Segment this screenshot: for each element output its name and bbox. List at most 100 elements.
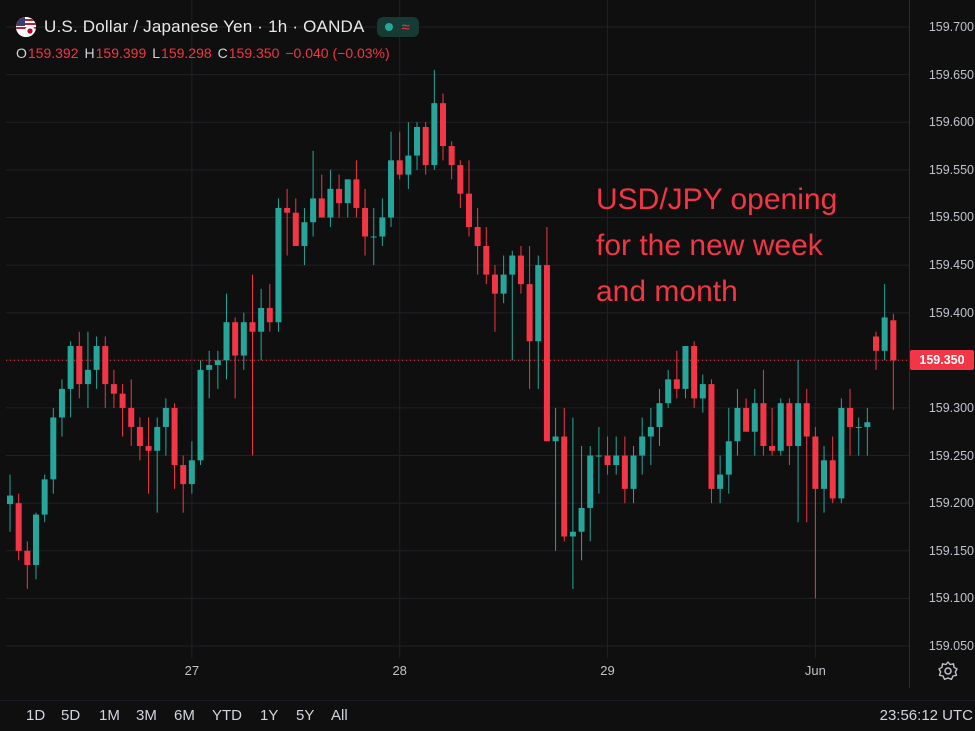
candle[interactable] bbox=[310, 150, 317, 237]
candle[interactable] bbox=[656, 388, 663, 447]
candle[interactable] bbox=[829, 436, 836, 504]
candle[interactable] bbox=[751, 388, 758, 456]
candle[interactable] bbox=[405, 122, 412, 189]
candle[interactable] bbox=[188, 441, 195, 494]
candle[interactable] bbox=[119, 384, 126, 437]
range-button-1y[interactable]: 1Y bbox=[260, 707, 279, 724]
gear-icon[interactable] bbox=[937, 660, 959, 682]
candle[interactable] bbox=[491, 265, 498, 332]
candle[interactable] bbox=[786, 398, 793, 466]
candle[interactable] bbox=[743, 398, 750, 432]
candle[interactable] bbox=[24, 541, 31, 589]
candle[interactable] bbox=[110, 369, 117, 408]
candle[interactable] bbox=[457, 160, 464, 208]
candle[interactable] bbox=[344, 179, 351, 218]
candle[interactable] bbox=[543, 226, 550, 442]
candle[interactable] bbox=[448, 141, 455, 180]
candle[interactable] bbox=[50, 407, 57, 494]
candle[interactable] bbox=[266, 284, 273, 332]
candle[interactable] bbox=[240, 312, 247, 370]
range-button-all[interactable]: All bbox=[331, 707, 348, 724]
candle[interactable] bbox=[15, 493, 22, 561]
candle[interactable] bbox=[873, 331, 879, 370]
candle[interactable] bbox=[795, 360, 802, 523]
range-button-1m[interactable]: 1M bbox=[99, 707, 120, 724]
candle[interactable] bbox=[379, 198, 386, 247]
candle[interactable] bbox=[422, 122, 429, 175]
candle[interactable] bbox=[734, 388, 741, 456]
market-status-badge[interactable]: ≈ bbox=[376, 17, 419, 37]
candle[interactable] bbox=[32, 512, 39, 580]
symbol-title[interactable]: U.S. Dollar / Japanese Yen · 1h · OANDA bbox=[44, 17, 365, 36]
candle[interactable] bbox=[249, 274, 256, 456]
price-chart[interactable] bbox=[6, 0, 909, 688]
candle[interactable] bbox=[214, 350, 221, 389]
candle[interactable] bbox=[526, 246, 533, 389]
candle[interactable] bbox=[621, 436, 628, 504]
candle[interactable] bbox=[587, 446, 594, 542]
candle[interactable] bbox=[760, 369, 767, 456]
candle[interactable] bbox=[881, 284, 888, 361]
candle[interactable] bbox=[93, 336, 100, 389]
candle[interactable] bbox=[673, 350, 680, 399]
candle[interactable] bbox=[639, 417, 646, 475]
candle[interactable] bbox=[67, 341, 74, 418]
candle[interactable] bbox=[552, 407, 559, 551]
candle[interactable] bbox=[561, 407, 568, 542]
candle[interactable] bbox=[595, 426, 602, 494]
candle[interactable] bbox=[769, 407, 776, 456]
candle[interactable] bbox=[232, 317, 239, 399]
candle[interactable] bbox=[777, 398, 784, 456]
candle[interactable] bbox=[509, 250, 516, 361]
candle[interactable] bbox=[708, 379, 715, 504]
candle[interactable] bbox=[717, 455, 724, 504]
symbol-legend[interactable]: U.S. Dollar / Japanese Yen · 1h · OANDA … bbox=[16, 12, 419, 42]
candle[interactable] bbox=[604, 436, 611, 475]
candle[interactable] bbox=[578, 446, 585, 561]
candle[interactable] bbox=[171, 403, 178, 489]
candle[interactable] bbox=[197, 360, 204, 466]
candle[interactable] bbox=[154, 417, 161, 513]
range-button-6m[interactable]: 6M bbox=[174, 707, 195, 724]
candle[interactable] bbox=[414, 122, 421, 170]
candle[interactable] bbox=[847, 388, 854, 456]
candle[interactable] bbox=[336, 174, 343, 218]
candle[interactable] bbox=[388, 131, 395, 227]
candle[interactable] bbox=[258, 288, 265, 361]
candle[interactable] bbox=[630, 446, 637, 504]
candle[interactable] bbox=[431, 69, 438, 170]
candle[interactable] bbox=[370, 207, 377, 266]
candle[interactable] bbox=[483, 226, 490, 285]
candle[interactable] bbox=[517, 246, 524, 294]
candle[interactable] bbox=[145, 417, 152, 494]
candle[interactable] bbox=[128, 379, 135, 447]
range-button-5d[interactable]: 5D bbox=[61, 707, 81, 724]
candle[interactable] bbox=[41, 474, 48, 523]
candle[interactable] bbox=[223, 293, 230, 380]
range-button-5y[interactable]: 5Y bbox=[296, 707, 315, 724]
range-button-1d[interactable]: 1D bbox=[26, 707, 46, 724]
candle[interactable] bbox=[318, 174, 325, 218]
candle[interactable] bbox=[284, 188, 291, 256]
price-axis[interactable]: 159.700 159.650 159.600 159.550 159.500 159.4… bbox=[909, 0, 975, 688]
candle[interactable] bbox=[647, 407, 654, 466]
candle[interactable] bbox=[474, 207, 481, 275]
utc-clock[interactable]: 23:56:12 UTC bbox=[879, 707, 973, 724]
candle[interactable] bbox=[7, 474, 13, 532]
candle[interactable] bbox=[353, 160, 360, 218]
candle[interactable] bbox=[162, 398, 169, 456]
candle[interactable] bbox=[327, 169, 334, 227]
candle[interactable] bbox=[821, 446, 828, 513]
candle[interactable] bbox=[812, 426, 819, 599]
candle[interactable] bbox=[396, 131, 403, 180]
candle[interactable] bbox=[855, 417, 862, 456]
candle[interactable] bbox=[725, 407, 732, 494]
candle[interactable] bbox=[465, 160, 472, 237]
candle[interactable] bbox=[206, 350, 213, 399]
candle[interactable] bbox=[838, 398, 845, 504]
candle[interactable] bbox=[84, 331, 91, 408]
candle[interactable] bbox=[440, 93, 446, 161]
candle[interactable] bbox=[803, 388, 810, 523]
time-axis[interactable]: 27 28 29 Jun bbox=[0, 655, 909, 685]
candle[interactable] bbox=[58, 379, 65, 437]
